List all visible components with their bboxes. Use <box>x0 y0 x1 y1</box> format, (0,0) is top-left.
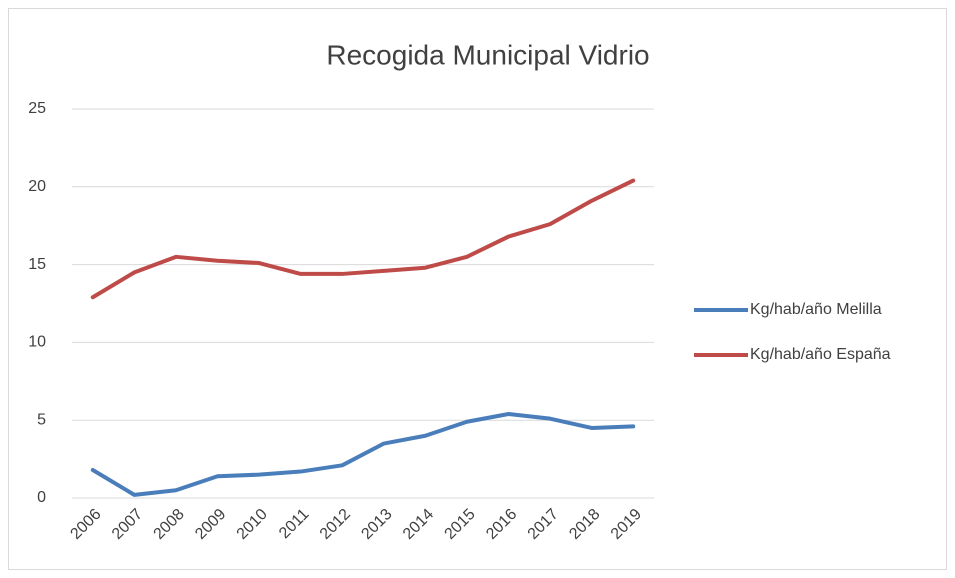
y-tick-label: 25 <box>28 100 46 117</box>
chart-title: Recogida Municipal Vidrio <box>326 39 649 70</box>
y-tick-label: 15 <box>28 256 46 273</box>
y-tick-label: 0 <box>37 489 46 506</box>
series-line <box>90 411 636 497</box>
y-tick-label: 10 <box>28 334 46 351</box>
legend-label: Kg/hab/año España <box>750 346 891 363</box>
legend-label: Kg/hab/año Melilla <box>750 301 882 318</box>
chart-border <box>8 8 947 570</box>
y-tick-label: 20 <box>28 178 46 195</box>
series-line <box>90 178 636 300</box>
y-tick-label: 5 <box>37 411 46 428</box>
